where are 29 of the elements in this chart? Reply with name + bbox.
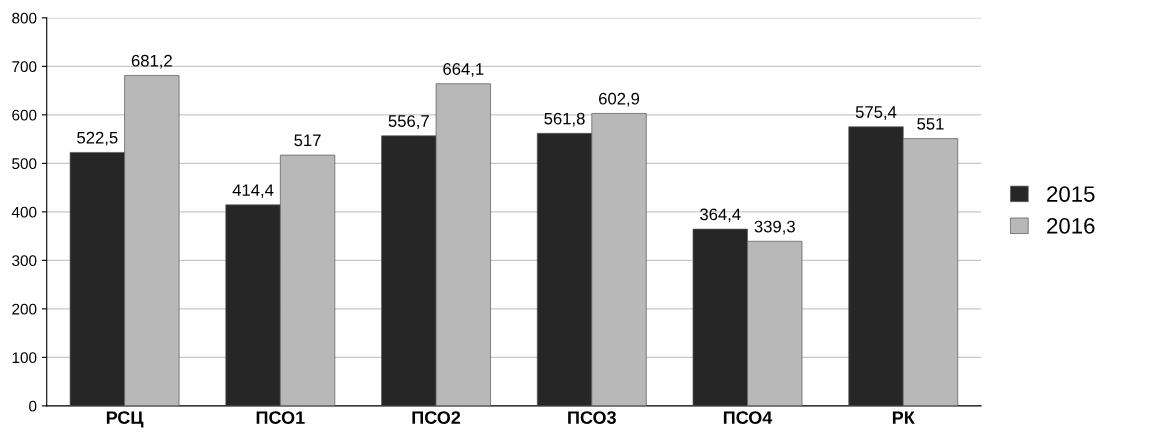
y-tick-label: 0 <box>29 400 37 412</box>
legend-label: 2015 <box>1047 186 1095 202</box>
data-label: 602,9 <box>599 92 640 107</box>
x-tick-label: ПСО4 <box>723 411 773 424</box>
x-tick-label: ПСО3 <box>568 411 616 425</box>
data-label: 575,4 <box>855 106 897 120</box>
data-label: 517 <box>294 134 321 147</box>
data-label: 522,5 <box>77 131 118 146</box>
y-tick-label: 500 <box>12 158 37 170</box>
data-label: 561,8 <box>544 112 585 127</box>
x-tick-label: РСЦ <box>106 411 144 428</box>
y-tick-label: 700 <box>12 61 37 73</box>
x-tick-label: РК <box>892 411 915 424</box>
y-tick-label: 100 <box>12 352 37 364</box>
data-label: 551 <box>917 118 944 130</box>
y-tick-label: 600 <box>12 109 37 121</box>
y-tick-label: 800 <box>12 12 37 24</box>
legend-label: 2016 <box>1047 217 1095 234</box>
data-label: 339,3 <box>754 220 795 235</box>
x-tick-label: ПСО1 <box>256 411 305 424</box>
data-label: 556,7 <box>388 115 429 129</box>
y-tick-label: 300 <box>12 255 37 267</box>
data-label: 364,4 <box>700 208 741 223</box>
x-tick-label: ПСО2 <box>412 411 461 424</box>
y-tick-label: 400 <box>11 206 37 218</box>
y-tick-label: 200 <box>12 303 37 315</box>
data-label: 414,4 <box>232 184 274 198</box>
data-label: 664,1 <box>443 63 484 77</box>
data-label: 681,2 <box>131 54 172 69</box>
